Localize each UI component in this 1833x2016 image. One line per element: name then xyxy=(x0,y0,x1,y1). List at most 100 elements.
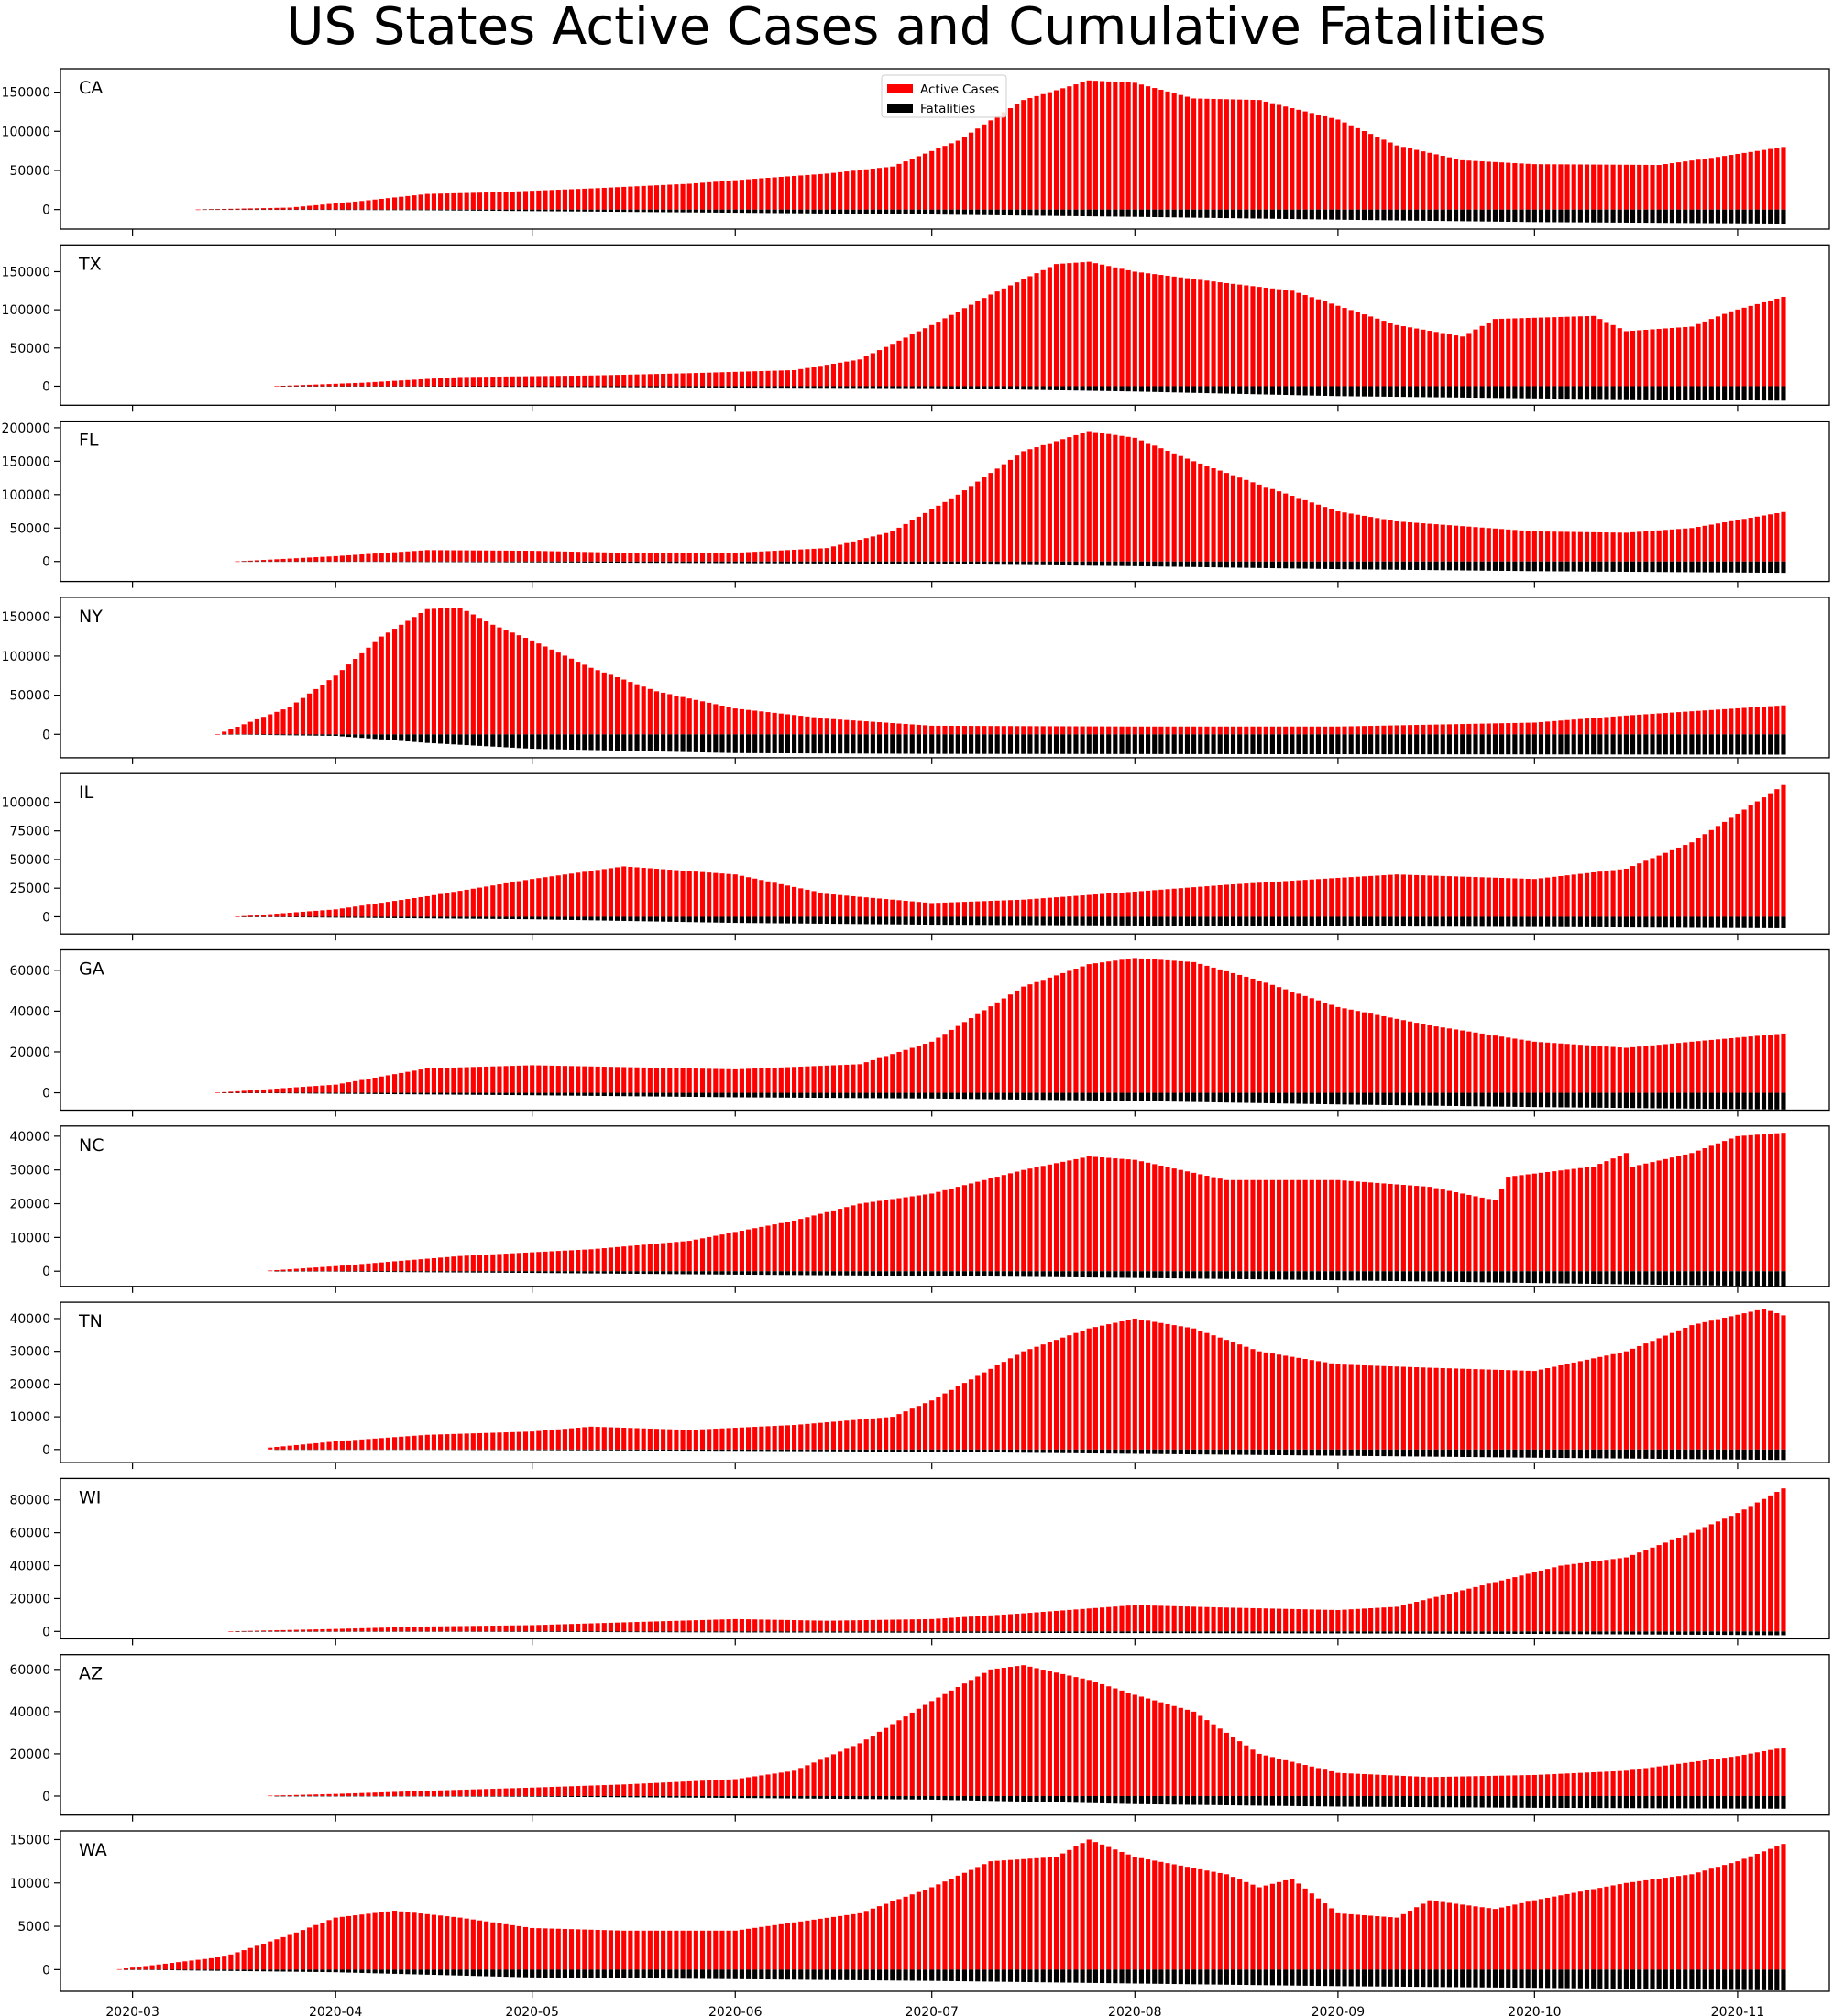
active-bar xyxy=(1708,1320,1714,1450)
fatality-bar xyxy=(1564,386,1570,400)
fatality-bar xyxy=(1368,1271,1374,1281)
fatality-bar xyxy=(1394,1631,1399,1634)
fatality-bar xyxy=(1564,916,1570,927)
fatality-bar xyxy=(391,209,398,211)
active-bar xyxy=(326,1628,332,1632)
fatality-bar xyxy=(903,209,908,214)
active-bar xyxy=(451,192,456,210)
active-bar xyxy=(1067,1335,1072,1450)
active-bar xyxy=(1067,86,1072,210)
fatality-bar xyxy=(1211,734,1216,754)
active-bar xyxy=(1224,970,1229,1093)
active-bar xyxy=(326,1085,332,1093)
fatality-bar xyxy=(1198,1271,1203,1279)
active-bar xyxy=(326,680,332,735)
active-bar xyxy=(699,1619,706,1632)
fatality-bar xyxy=(1040,209,1046,216)
fatality-bar xyxy=(674,386,679,388)
fatality-bar xyxy=(1754,916,1760,928)
fatality-bar xyxy=(994,561,1000,565)
active-bar xyxy=(1381,1774,1387,1796)
fatality-bar xyxy=(1230,1449,1236,1455)
active-bar xyxy=(884,1727,889,1796)
fatality-bar xyxy=(1610,916,1616,928)
active-bar xyxy=(287,385,292,387)
fatality-bar xyxy=(1446,209,1452,222)
active-bar xyxy=(661,1429,666,1450)
fatality-bar xyxy=(1669,1092,1675,1109)
active-bar xyxy=(300,1087,306,1093)
active-bar xyxy=(1086,1156,1092,1272)
fatality-bar xyxy=(1512,916,1518,927)
active-bar xyxy=(1525,1370,1531,1450)
active-bar xyxy=(1663,530,1668,562)
fatality-bar xyxy=(1276,386,1282,395)
active-bar xyxy=(1171,453,1177,562)
fatality-bar xyxy=(903,1271,908,1276)
active-bar xyxy=(765,1774,771,1796)
active-bar xyxy=(451,377,456,387)
active-bar xyxy=(412,898,417,917)
active-bar xyxy=(884,1056,889,1093)
active-bar xyxy=(994,1177,1000,1272)
active-bar xyxy=(811,717,817,735)
active-bar xyxy=(1230,99,1236,210)
active-bar xyxy=(391,1437,398,1450)
fatality-bar xyxy=(1283,1449,1289,1456)
fatality-bar xyxy=(1525,1092,1531,1108)
active-bar xyxy=(1558,1773,1564,1796)
fatality-bar xyxy=(621,916,627,921)
fatality-bar xyxy=(1211,1631,1216,1634)
active-bar xyxy=(1323,1609,1328,1632)
active-bar xyxy=(634,553,640,562)
fatality-bar xyxy=(1302,1631,1308,1634)
active-bar xyxy=(1394,1775,1399,1796)
fatality-bar xyxy=(1637,1631,1642,1635)
active-bar xyxy=(896,1414,902,1450)
fatality-bar xyxy=(497,386,502,388)
active-bar xyxy=(863,721,869,735)
fatality-bar xyxy=(549,916,554,920)
active-bar xyxy=(1257,1179,1262,1272)
fatality-bar xyxy=(1355,561,1360,570)
active-bar xyxy=(1506,1775,1511,1796)
fatality-bar xyxy=(1414,1449,1420,1457)
fatality-bar xyxy=(1355,1449,1360,1456)
active-bar xyxy=(805,367,810,387)
active-bar xyxy=(576,662,581,735)
active-bar xyxy=(582,375,587,387)
fatality-bar xyxy=(1165,209,1170,218)
active-bar xyxy=(1263,287,1268,387)
active-bar xyxy=(699,182,706,210)
fatality-bar xyxy=(497,1795,502,1797)
active-bar xyxy=(1204,726,1210,735)
active-bar xyxy=(333,1084,338,1093)
active-bar xyxy=(235,1630,240,1632)
fatality-bar xyxy=(412,209,417,211)
active-bar xyxy=(693,699,698,735)
active-bar xyxy=(975,1375,981,1450)
active-bar xyxy=(844,1064,850,1093)
fatality-bar xyxy=(1414,734,1420,755)
active-bar xyxy=(1512,318,1518,387)
fatality-bar xyxy=(1296,386,1301,396)
fatality-bar xyxy=(464,1092,469,1095)
fatality-bar xyxy=(366,916,371,918)
active-bar xyxy=(1774,789,1780,917)
fatality-bar xyxy=(1531,1092,1537,1108)
fatality-bar xyxy=(1119,1449,1125,1454)
y-tick-label: 150000 xyxy=(2,455,50,469)
fatality-bar xyxy=(405,916,411,919)
active-bar xyxy=(1650,329,1655,387)
active-bar xyxy=(1610,1353,1616,1450)
fatality-bar xyxy=(1290,561,1295,569)
active-bar xyxy=(713,1780,719,1796)
fatality-bar xyxy=(424,1271,430,1273)
fatality-bar xyxy=(1427,1795,1432,1808)
active-bar xyxy=(1080,966,1085,1093)
active-bar xyxy=(1230,1607,1236,1632)
fatality-bar xyxy=(1492,1795,1498,1808)
active-bar xyxy=(320,1794,325,1796)
fatality-bar xyxy=(1623,1271,1629,1285)
fatality-bar xyxy=(1021,386,1026,390)
